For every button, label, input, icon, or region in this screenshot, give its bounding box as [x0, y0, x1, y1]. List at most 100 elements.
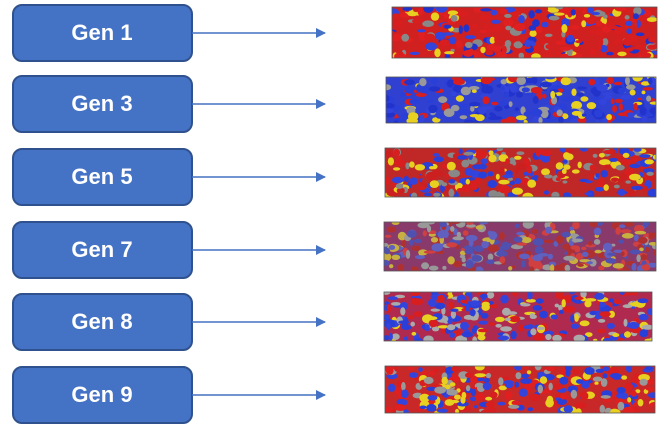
grain	[619, 173, 627, 180]
grain	[409, 161, 415, 167]
grain	[594, 228, 602, 236]
grain	[412, 246, 421, 251]
grain	[418, 186, 425, 191]
grain	[550, 91, 555, 99]
grain	[598, 319, 605, 323]
grain	[471, 389, 476, 396]
grain	[474, 405, 478, 408]
grain	[530, 314, 537, 319]
grain	[424, 377, 434, 384]
grain	[409, 240, 413, 246]
grain	[387, 304, 391, 313]
grain	[469, 239, 474, 246]
grain	[627, 397, 631, 402]
grain	[437, 295, 445, 303]
grain	[480, 8, 492, 11]
micrograph-grains	[381, 219, 661, 275]
grain	[476, 393, 485, 400]
grain	[580, 320, 590, 326]
grain	[578, 162, 582, 169]
grain	[599, 153, 605, 158]
grain	[533, 77, 538, 84]
grain	[429, 320, 438, 328]
grain	[516, 232, 525, 236]
grain	[478, 321, 488, 325]
grain	[599, 99, 607, 105]
grain	[386, 323, 391, 330]
grain	[648, 78, 653, 85]
grain	[383, 84, 391, 90]
grain	[514, 237, 523, 243]
grain	[601, 395, 611, 399]
grain	[525, 93, 533, 97]
grain	[418, 367, 422, 372]
grain	[626, 47, 633, 51]
grain	[404, 176, 409, 182]
grain	[609, 158, 618, 162]
grain	[572, 111, 582, 116]
grain	[538, 385, 543, 394]
grain	[625, 15, 630, 19]
grain	[463, 152, 474, 156]
grain	[618, 88, 626, 94]
grain	[548, 254, 553, 260]
grain	[503, 18, 513, 26]
grain	[418, 32, 425, 36]
grain	[541, 22, 548, 28]
grain	[612, 105, 617, 113]
grain	[434, 48, 440, 57]
grain	[456, 40, 462, 48]
micrograph-grains	[383, 363, 660, 417]
grain	[498, 402, 506, 406]
grain	[412, 19, 424, 23]
grain	[615, 227, 620, 235]
grain	[544, 175, 553, 179]
micrograph	[383, 363, 660, 417]
grain	[545, 34, 553, 37]
grain	[401, 34, 409, 42]
grain	[640, 154, 651, 158]
grain	[596, 21, 603, 26]
grain	[530, 30, 537, 37]
grain	[420, 406, 427, 410]
grain	[500, 86, 505, 91]
grain	[580, 96, 588, 101]
grain	[629, 164, 641, 168]
grain	[512, 161, 516, 166]
grain	[554, 13, 565, 16]
grain	[586, 18, 595, 25]
gen-label: Gen 9	[71, 382, 132, 407]
grain	[591, 12, 600, 15]
grain	[500, 295, 508, 304]
grain	[448, 302, 453, 309]
grain	[594, 293, 604, 300]
grain	[501, 79, 507, 84]
grain	[515, 224, 520, 228]
grain	[479, 221, 488, 224]
grain	[510, 181, 515, 185]
grain	[504, 92, 509, 97]
grain	[388, 384, 395, 392]
micrograph-grains	[381, 288, 655, 345]
grain	[386, 366, 394, 375]
grain	[598, 178, 604, 187]
grain	[464, 249, 474, 255]
grain	[642, 116, 647, 123]
grain	[496, 147, 503, 151]
grain	[430, 180, 439, 188]
grain	[632, 263, 637, 271]
grain	[545, 399, 554, 408]
grain	[564, 153, 573, 160]
grain	[445, 174, 449, 178]
grain	[646, 96, 651, 102]
grain	[396, 183, 404, 189]
grain	[614, 82, 623, 86]
grain	[393, 336, 399, 339]
grain	[627, 34, 637, 39]
grain	[431, 237, 438, 243]
grain	[602, 367, 609, 372]
grain	[625, 21, 633, 26]
grain	[416, 93, 427, 97]
grain	[460, 396, 465, 404]
grain	[589, 49, 596, 55]
